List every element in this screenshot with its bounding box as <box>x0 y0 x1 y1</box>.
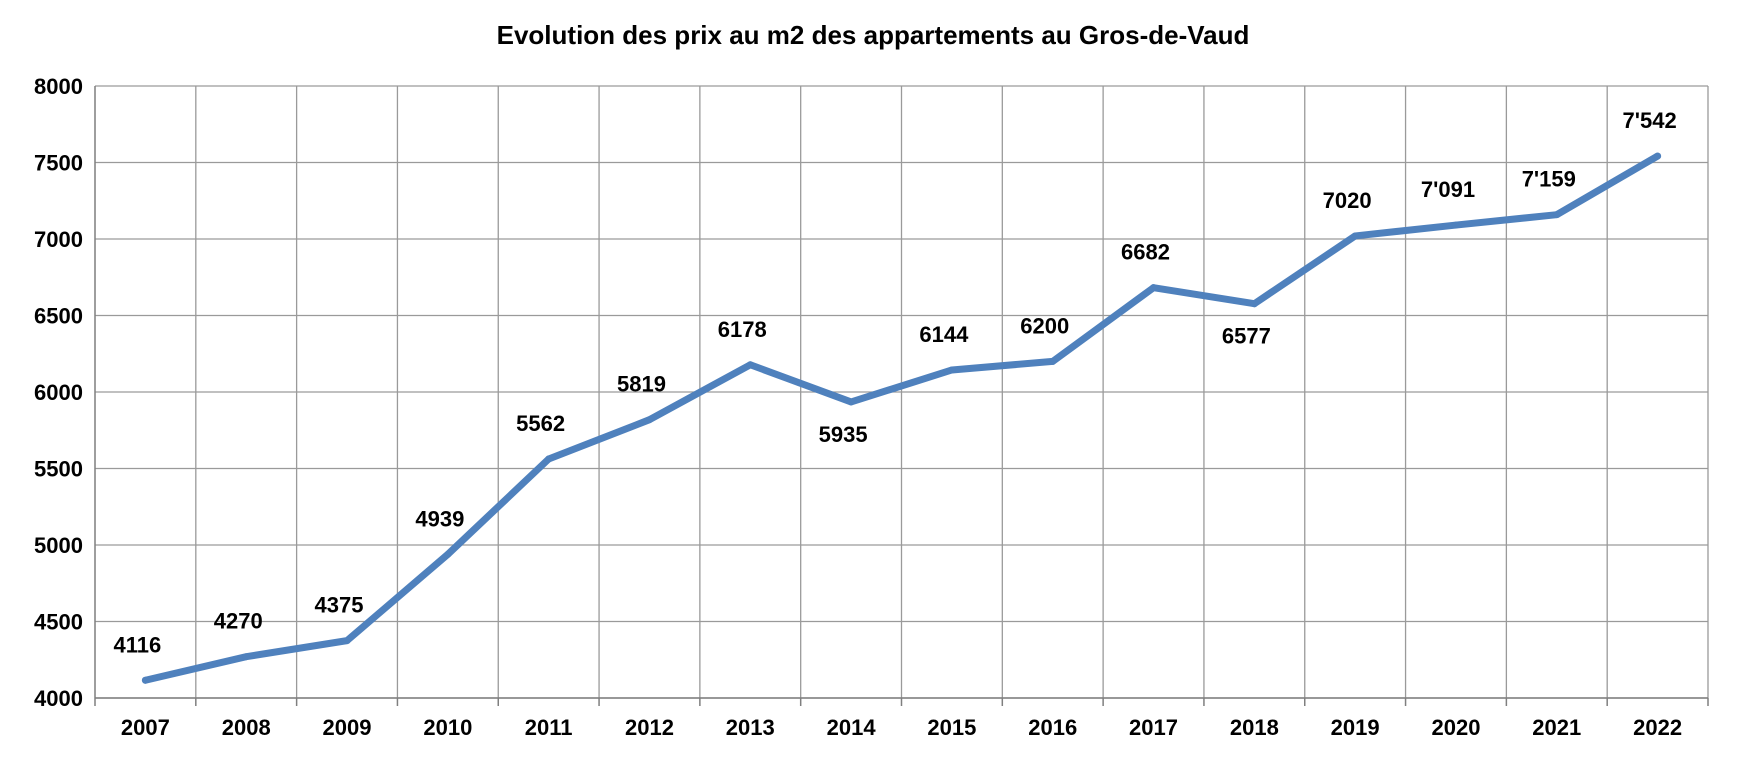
data-point <box>1452 221 1460 229</box>
data-label: 4116 <box>114 632 162 657</box>
y-tick-label: 7500 <box>34 151 83 176</box>
y-tick-label: 4000 <box>34 686 83 711</box>
data-label: 4939 <box>415 506 464 531</box>
data-point <box>343 637 351 645</box>
data-label: 5935 <box>819 422 868 447</box>
x-tick-label: 2022 <box>1633 715 1682 740</box>
data-label: 7020 <box>1323 188 1372 213</box>
x-tick-label: 2007 <box>121 715 170 740</box>
data-point <box>242 653 250 661</box>
x-tick-label: 2008 <box>222 715 271 740</box>
x-tick-label: 2009 <box>323 715 372 740</box>
x-tick-label: 2011 <box>525 715 573 740</box>
axes <box>94 86 1709 706</box>
y-tick-label: 6000 <box>34 380 83 405</box>
data-label: 6577 <box>1222 324 1271 349</box>
data-point <box>1049 357 1057 365</box>
y-tick-label: 5500 <box>34 457 83 482</box>
x-tick-label: 2016 <box>1028 715 1077 740</box>
data-point <box>141 676 149 684</box>
data-point <box>1654 152 1662 160</box>
x-tick-label: 2015 <box>927 715 976 740</box>
y-tick-label: 8000 <box>34 74 83 99</box>
data-point <box>1351 232 1359 240</box>
gridlines <box>95 85 1709 699</box>
x-axis-tick-labels: 2007 2008 2009 2010 2011 2012 2013 2014 2015 2016… <box>121 715 1682 740</box>
x-tick-label: 2019 <box>1331 715 1380 740</box>
x-tick-label: 2014 <box>827 715 877 740</box>
data-point <box>545 455 553 463</box>
data-label: 6178 <box>718 317 767 342</box>
data-label: 7'542 <box>1623 108 1677 133</box>
chart-title: Evolution des prix au m2 des appartement… <box>497 20 1250 50</box>
y-tick-label: 5000 <box>34 533 83 558</box>
data-label: 6144 <box>919 322 969 347</box>
data-label: 7'091 <box>1421 177 1475 202</box>
x-tick-label: 2018 <box>1230 715 1279 740</box>
data-labels: 4116 4270 4375 4939 5562 5819 6178 5935 6144 6200… <box>114 108 1677 657</box>
x-tick-label: 2010 <box>423 715 472 740</box>
y-tick-label: 7000 <box>34 227 83 252</box>
data-point <box>847 398 855 406</box>
series-line <box>141 152 1662 684</box>
y-tick-label: 6500 <box>34 304 83 329</box>
y-axis-tick-labels: 4000 4500 5000 5500 6000 6500 7000 7500 8000 <box>34 74 83 711</box>
x-tick-label: 2012 <box>625 715 674 740</box>
data-point <box>645 416 653 424</box>
y-tick-label: 4500 <box>34 610 83 635</box>
data-label: 5562 <box>516 411 565 436</box>
data-label: 5819 <box>617 372 666 397</box>
data-label: 7'159 <box>1522 167 1576 192</box>
x-tick-label: 2021 <box>1532 715 1581 740</box>
data-label: 6682 <box>1121 240 1170 265</box>
data-label: 4270 <box>214 609 263 634</box>
data-point <box>1250 300 1258 308</box>
data-label: 6200 <box>1020 313 1069 338</box>
x-tick-label: 2017 <box>1129 715 1178 740</box>
x-tick-label: 2020 <box>1431 715 1480 740</box>
data-label: 4375 <box>315 593 364 618</box>
data-point <box>1553 211 1561 219</box>
data-point <box>948 366 956 374</box>
data-point <box>1150 284 1158 292</box>
data-point <box>444 550 452 558</box>
x-tick-label: 2013 <box>726 715 775 740</box>
data-point <box>746 361 754 369</box>
series-line-group <box>141 152 1662 684</box>
